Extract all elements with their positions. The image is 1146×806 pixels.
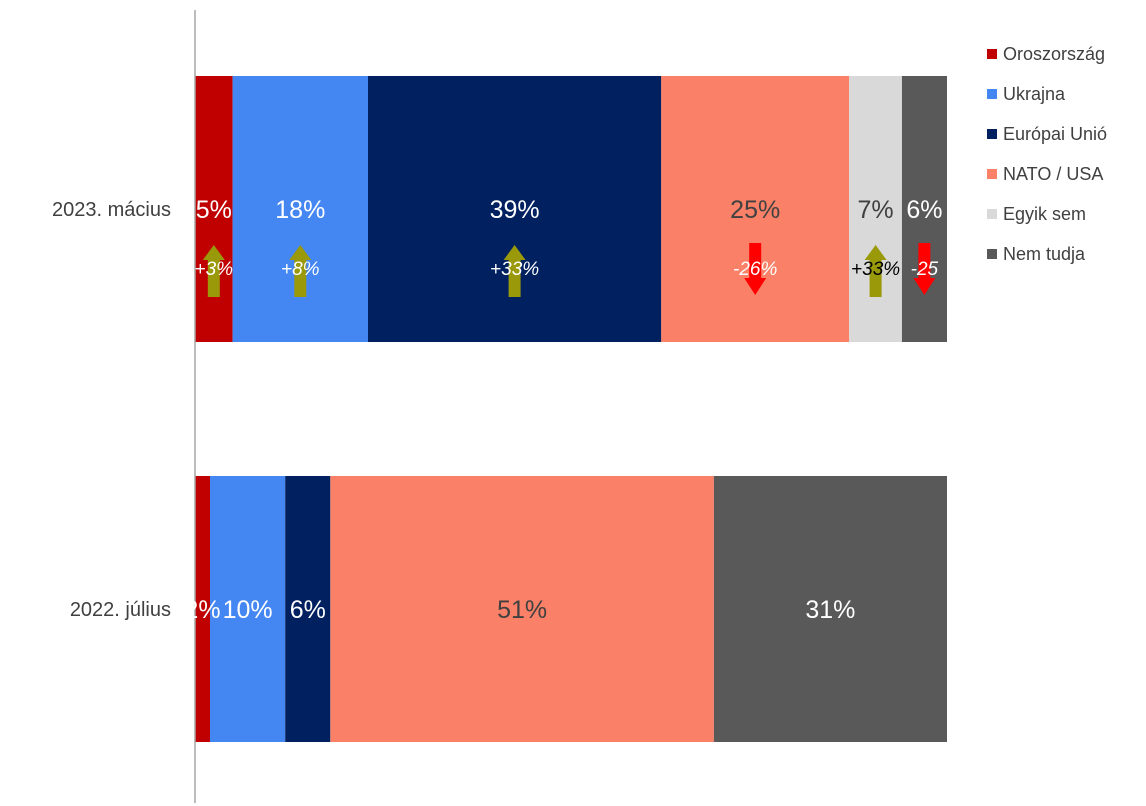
- legend-swatch-europai-unio: [987, 129, 997, 139]
- bar-europai-unio-0: [368, 76, 662, 342]
- bar-ukrajna-1: [210, 476, 286, 742]
- change-arrows-layer: [202, 243, 936, 297]
- data-label-nem-tudja-1: 31%: [805, 596, 855, 624]
- bar-egyik-sem-0: [849, 76, 902, 342]
- legend-label-ukrajna: Ukrajna: [1003, 84, 1066, 104]
- bar-ukrajna-0: [232, 76, 368, 342]
- legend-swatch-egyik-sem: [987, 209, 997, 219]
- data-label-oroszorszag-0: 5%: [196, 196, 232, 224]
- data-label-nato-usa-1: 51%: [497, 596, 547, 624]
- change-label-oroszorszag: +3%: [195, 259, 234, 280]
- bar-europai-unio-1: [285, 476, 331, 742]
- legend-label-nato-usa: NATO / USA: [1003, 164, 1103, 184]
- legend: Oroszország Ukrajna Európai Unió NATO / USA…: [987, 44, 1107, 264]
- change-label-ukrajna: +8%: [281, 259, 320, 280]
- data-label-egyik-sem-0: 7%: [858, 196, 894, 224]
- bar-nem-tudja-0: [901, 76, 947, 342]
- category-label-1: 2022. július: [70, 599, 171, 621]
- arrow-up-europai-unio-icon: [503, 245, 526, 297]
- bar-nato-usa-0: [661, 76, 850, 342]
- change-label-europai-unio: +33%: [490, 259, 539, 280]
- arrow-up-oroszorszag-icon: [202, 245, 225, 297]
- legend-label-europai-unio: Európai Unió: [1003, 124, 1107, 144]
- data-label-nato-usa-0: 25%: [730, 196, 780, 224]
- category-label-0: 2023. mácius: [52, 199, 171, 221]
- data-label-europai-unio-0: 39%: [490, 196, 540, 224]
- legend-swatch-oroszorszag: [987, 49, 997, 59]
- change-label-egyik-sem: +33%: [851, 259, 900, 280]
- bar-oroszorszag-0: [195, 76, 233, 342]
- bar-nato-usa-1: [330, 476, 714, 742]
- legend-swatch-nem-tudja: [987, 249, 997, 259]
- data-label-europai-unio-1: 6%: [290, 596, 326, 624]
- arrow-up-ukrajna-icon: [289, 245, 312, 297]
- bar-nem-tudja-1: [713, 476, 947, 742]
- legend-swatch-nato-usa: [987, 169, 997, 179]
- bars-layer: [195, 76, 947, 742]
- bar-oroszorszag-1: [195, 476, 210, 742]
- legend-label-nem-tudja: Nem tudja: [1003, 244, 1086, 264]
- arrow-down-nem-tudja-icon: [913, 243, 936, 295]
- data-label-oroszorszag-1: 2%: [184, 596, 220, 624]
- legend-swatch-ukrajna: [987, 89, 997, 99]
- change-label-nato-usa: -26%: [733, 259, 777, 280]
- legend-label-egyik-sem: Egyik sem: [1003, 204, 1086, 224]
- data-label-nem-tudja-0: 6%: [906, 196, 942, 224]
- data-label-ukrajna-1: 10%: [223, 596, 273, 624]
- arrow-down-nato-usa-icon: [744, 243, 767, 295]
- change-label-nem-tudja: -25: [911, 259, 939, 280]
- legend-label-oroszorszag: Oroszország: [1003, 44, 1105, 64]
- arrow-up-egyik-sem-icon: [864, 245, 887, 297]
- labels-layer: 5% 18% 39% 25% 7% 6% 2023. mácius 2% 10% 6% 51% 31%…: [52, 196, 942, 624]
- data-label-ukrajna-0: 18%: [275, 196, 325, 224]
